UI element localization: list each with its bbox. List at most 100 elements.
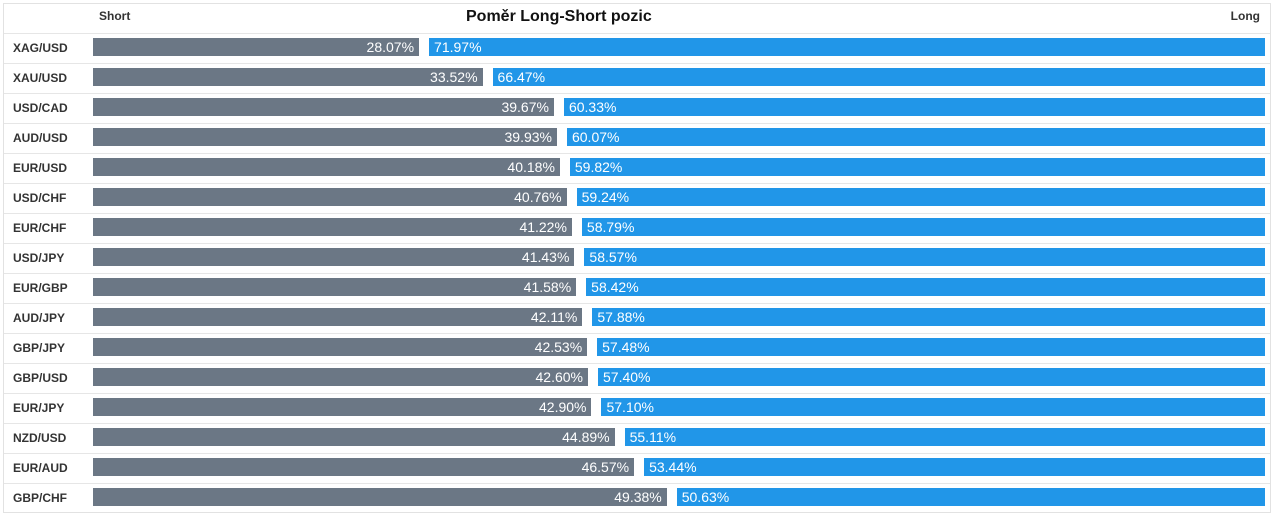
chart-row: EUR/USD 40.18% 59.82% bbox=[4, 153, 1270, 183]
short-value-label: 42.90% bbox=[539, 399, 587, 415]
short-value-label: 42.53% bbox=[534, 339, 583, 355]
pair-label: XAG/USD bbox=[13, 41, 68, 55]
long-value-label: 66.47% bbox=[497, 69, 546, 85]
pair-label: GBP/USD bbox=[13, 371, 68, 385]
short-bar bbox=[93, 458, 635, 476]
pair-label: EUR/GBP bbox=[13, 281, 68, 295]
short-bar bbox=[93, 428, 615, 446]
pair-label: GBP/JPY bbox=[13, 341, 66, 355]
short-bar bbox=[93, 128, 557, 146]
short-bar bbox=[93, 308, 583, 326]
long-bar bbox=[569, 158, 1265, 176]
short-value-label: 39.93% bbox=[504, 129, 552, 145]
long-bar bbox=[492, 68, 1265, 86]
chart-row: USD/JPY 41.43% 58.57% bbox=[4, 243, 1270, 273]
pair-label: XAU/USD bbox=[13, 71, 68, 85]
short-bar bbox=[93, 398, 592, 416]
long-bar bbox=[586, 278, 1265, 296]
pair-label: EUR/JPY bbox=[13, 401, 65, 415]
chart-row: EUR/CHF 41.22% 58.79% bbox=[4, 213, 1270, 243]
short-bar bbox=[93, 278, 577, 296]
short-value-label: 44.89% bbox=[562, 429, 610, 445]
long-bar bbox=[644, 458, 1265, 476]
short-bar bbox=[93, 488, 667, 506]
long-bar bbox=[576, 188, 1265, 206]
long-value-label: 57.48% bbox=[602, 339, 650, 355]
long-value-label: 57.40% bbox=[603, 369, 651, 385]
short-bar bbox=[93, 218, 572, 236]
long-value-label: 58.79% bbox=[586, 219, 635, 235]
chart-row: XAU/USD 33.52% 66.47% bbox=[4, 63, 1270, 93]
chart-title: Poměr Long-Short pozic bbox=[466, 8, 652, 25]
chart-row: EUR/GBP 41.58% 58.42% bbox=[4, 273, 1270, 303]
short-value-label: 28.07% bbox=[366, 39, 415, 55]
long-value-label: 71.97% bbox=[434, 39, 482, 55]
long-bar bbox=[597, 338, 1265, 356]
chart-row: EUR/AUD 46.57% 53.44% bbox=[4, 453, 1270, 483]
chart-row: XAG/USD 28.07% 71.97% bbox=[4, 33, 1270, 63]
short-value-label: 46.57% bbox=[581, 459, 630, 475]
long-bar bbox=[429, 38, 1265, 56]
short-value-label: 42.60% bbox=[535, 369, 583, 385]
chart-frame bbox=[3, 3, 1271, 513]
long-bar bbox=[581, 218, 1265, 236]
chart-row: USD/CHF 40.76% 59.24% bbox=[4, 183, 1270, 213]
short-value-label: 39.67% bbox=[501, 99, 549, 115]
long-value-label: 59.82% bbox=[574, 159, 623, 175]
short-bar bbox=[93, 98, 554, 116]
pair-label: EUR/AUD bbox=[13, 461, 68, 475]
short-bar bbox=[93, 188, 567, 206]
short-value-label: 40.18% bbox=[507, 159, 555, 175]
short-value-label: 42.11% bbox=[530, 309, 578, 325]
short-bar bbox=[93, 338, 588, 356]
chart-row: GBP/CHF 49.38% 50.63% bbox=[4, 483, 1270, 513]
short-value-label: 33.52% bbox=[430, 69, 478, 85]
short-bar bbox=[93, 248, 575, 266]
long-bar bbox=[624, 428, 1265, 446]
short-header: Short bbox=[99, 9, 131, 23]
short-value-label: 41.43% bbox=[521, 249, 570, 265]
long-value-label: 53.44% bbox=[649, 459, 697, 475]
short-value-label: 41.22% bbox=[519, 219, 567, 235]
long-bar bbox=[592, 308, 1265, 326]
short-value-label: 40.76% bbox=[514, 189, 562, 205]
pair-label: AUD/JPY bbox=[13, 311, 66, 325]
long-header: Long bbox=[1230, 9, 1260, 23]
long-value-label: 60.33% bbox=[568, 99, 617, 115]
short-bar bbox=[93, 38, 420, 56]
chart-row: AUD/USD 39.93% 60.07% bbox=[4, 123, 1270, 153]
long-bar bbox=[601, 398, 1265, 416]
chart-row: NZD/USD 44.89% 55.11% bbox=[4, 423, 1270, 453]
short-value-label: 49.38% bbox=[614, 489, 662, 505]
long-value-label: 57.88% bbox=[597, 309, 645, 325]
pair-label: USD/JPY bbox=[13, 251, 65, 265]
pair-label: EUR/CHF bbox=[13, 221, 67, 235]
long-bar bbox=[676, 488, 1265, 506]
chart-row: GBP/JPY 42.53% 57.48% bbox=[4, 333, 1270, 363]
short-bar bbox=[93, 68, 483, 86]
long-value-label: 60.07% bbox=[571, 129, 620, 145]
long-bar bbox=[563, 98, 1265, 116]
pair-label: AUD/USD bbox=[13, 131, 68, 145]
short-bar bbox=[93, 158, 560, 176]
long-value-label: 50.63% bbox=[681, 489, 730, 505]
chart-row: USD/CAD 39.67% 60.33% bbox=[4, 93, 1270, 123]
chart-row: AUD/JPY 42.11% 57.88% bbox=[4, 303, 1270, 333]
long-bar bbox=[584, 248, 1265, 266]
pair-label: GBP/CHF bbox=[13, 491, 67, 505]
chart-row: EUR/JPY 42.90% 57.10% bbox=[4, 393, 1270, 423]
pair-label: USD/CHF bbox=[13, 191, 67, 205]
long-value-label: 57.10% bbox=[606, 399, 654, 415]
long-bar bbox=[598, 368, 1265, 386]
pair-label: USD/CAD bbox=[13, 101, 68, 115]
long-bar bbox=[566, 128, 1265, 146]
long-value-label: 58.57% bbox=[589, 249, 637, 265]
short-value-label: 41.58% bbox=[523, 279, 572, 295]
long-value-label: 58.42% bbox=[591, 279, 639, 295]
chart-row: GBP/USD 42.60% 57.40% bbox=[4, 363, 1270, 393]
long-value-label: 59.24% bbox=[581, 189, 630, 205]
pair-label: EUR/USD bbox=[13, 161, 68, 175]
short-bar bbox=[93, 368, 588, 386]
long-value-label: 55.11% bbox=[629, 429, 677, 445]
